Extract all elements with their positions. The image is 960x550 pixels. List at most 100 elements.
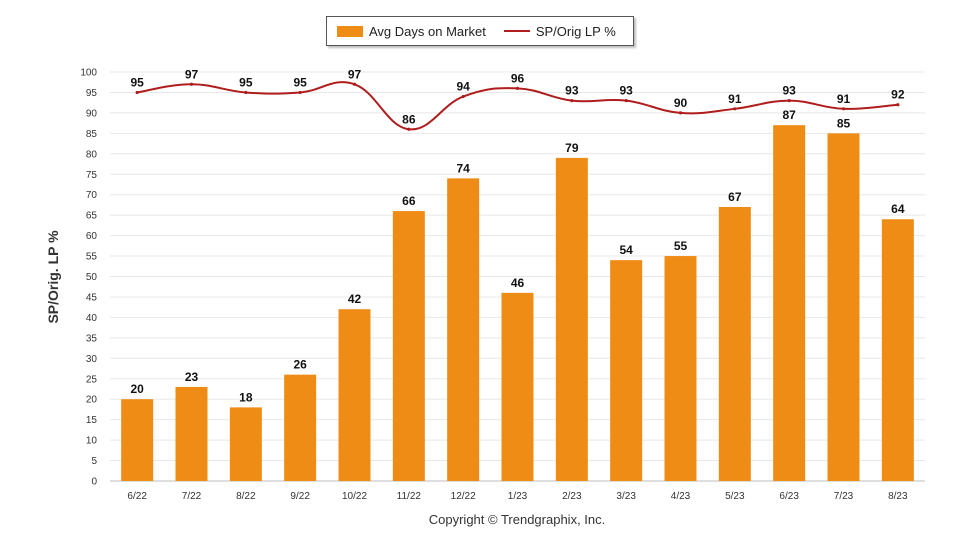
line-point — [896, 103, 900, 107]
x-tick-label: 8/22 — [236, 491, 256, 502]
line-point — [570, 99, 574, 103]
legend: Avg Days on Market SP/Orig LP % — [326, 16, 634, 46]
line-point — [841, 107, 846, 111]
x-tick-label: 11/22 — [397, 491, 422, 502]
bar — [881, 219, 914, 482]
x-tick-label: 8/23 — [888, 491, 908, 502]
bar — [827, 133, 860, 481]
sp-orig-lp-line — [137, 81, 898, 131]
bar — [555, 157, 588, 481]
line-value-label: 90 — [674, 96, 688, 110]
y-tick-label: 50 — [86, 272, 98, 283]
line-value-label: 93 — [782, 84, 796, 98]
x-tick-label: 10/22 — [342, 491, 367, 502]
legend-bar-swatch — [337, 25, 363, 37]
y-tick-label: 0 — [91, 477, 97, 488]
x-tick-label: 12/22 — [451, 491, 476, 502]
y-tick-label: 55 — [86, 252, 98, 263]
data-labels: 20 23 18 26 42 66 74 46 79 54 55 67 87 85 64 95 97 95 95 97… — [130, 67, 904, 404]
line-point — [244, 90, 248, 95]
line-point — [515, 86, 520, 90]
bar — [610, 260, 643, 481]
legend-line-label: SP/Orig LP % — [535, 23, 616, 39]
bar-value-label: 23 — [185, 370, 199, 384]
line-point — [407, 127, 411, 131]
legend-bar-label: Avg Days on Market — [369, 23, 486, 39]
legend-line-swatch — [503, 30, 530, 32]
y-axis-title: SP/Orig. LP % — [45, 230, 61, 324]
bar — [447, 178, 480, 481]
line-value-label: 93 — [565, 84, 579, 98]
line-point — [189, 82, 194, 86]
y-tick-label: 5 — [91, 456, 97, 467]
line-value-label: 95 — [293, 75, 307, 89]
bar-value-label: 42 — [348, 292, 362, 306]
line-value-label: 97 — [185, 67, 199, 81]
bar — [664, 256, 697, 481]
line-point — [678, 111, 683, 115]
bar-value-label: 67 — [728, 190, 742, 204]
bar-value-label: 64 — [891, 202, 905, 216]
x-tick-label: 6/23 — [779, 491, 799, 502]
x-tick-label: 6/22 — [127, 491, 147, 502]
bar — [773, 125, 806, 482]
line-series — [135, 81, 900, 131]
bar-value-label: 79 — [565, 141, 579, 155]
legend-item-bar[interactable]: Avg Days on Market — [327, 24, 486, 39]
x-tick-label: 1/23 — [508, 491, 528, 502]
bar — [338, 309, 371, 481]
bar-value-label: 20 — [130, 382, 144, 396]
y-tick-label: 45 — [86, 292, 98, 303]
bar — [284, 374, 317, 481]
x-tick-label: 3/23 — [616, 491, 636, 502]
line-value-label: 97 — [348, 67, 362, 81]
line-point — [787, 99, 791, 103]
bar-value-label: 87 — [782, 108, 796, 122]
y-tick-label: 15 — [86, 415, 98, 426]
line-value-label: 95 — [239, 75, 253, 89]
y-tick-label: 100 — [80, 68, 97, 79]
x-tick-label: 2/23 — [562, 491, 582, 502]
bar-value-label: 55 — [674, 239, 688, 253]
y-tick-label: 40 — [86, 313, 98, 324]
bar-value-label: 26 — [293, 358, 307, 372]
y-tick-label: 65 — [86, 211, 98, 222]
y-tick-label: 95 — [86, 88, 98, 99]
axes: 0 5 10 15 20 25 30 35 40 45 50 55 60 65 70 75 80 85 90 95 10… — [80, 68, 925, 502]
bar-value-label: 18 — [239, 390, 253, 404]
bar-value-label: 54 — [619, 243, 633, 257]
y-tick-label: 85 — [86, 129, 98, 140]
y-tick-label: 70 — [86, 190, 98, 201]
y-tick-label: 20 — [86, 395, 98, 406]
bar — [175, 386, 208, 481]
bar-value-label: 85 — [837, 116, 851, 130]
bar — [501, 292, 534, 481]
y-tick-label: 90 — [86, 108, 98, 119]
y-tick-label: 35 — [86, 333, 98, 344]
x-tick-label: 7/23 — [834, 491, 854, 502]
x-tick-label: 5/23 — [725, 491, 745, 502]
line-point — [352, 82, 357, 86]
legend-item-line[interactable]: SP/Orig LP % — [486, 24, 616, 39]
x-tick-label: 9/22 — [290, 491, 310, 502]
bar — [718, 206, 751, 481]
line-value-label: 96 — [511, 71, 525, 85]
y-tick-label: 60 — [86, 231, 98, 242]
bar-value-label: 66 — [402, 194, 416, 208]
line-value-label: 86 — [402, 112, 416, 126]
line-point — [135, 90, 139, 95]
line-point — [733, 107, 737, 111]
line-value-label: 91 — [728, 92, 742, 106]
y-tick-label: 30 — [86, 354, 98, 365]
bar — [121, 399, 154, 481]
line-point — [298, 90, 302, 95]
line-value-label: 95 — [130, 75, 144, 89]
y-tick-label: 10 — [86, 436, 98, 447]
y-tick-label: 80 — [86, 149, 98, 160]
bar — [392, 211, 425, 481]
line-point — [624, 99, 628, 103]
line-value-label: 92 — [891, 88, 905, 102]
line-point — [461, 94, 465, 99]
x-tick-label: 7/22 — [182, 491, 202, 502]
